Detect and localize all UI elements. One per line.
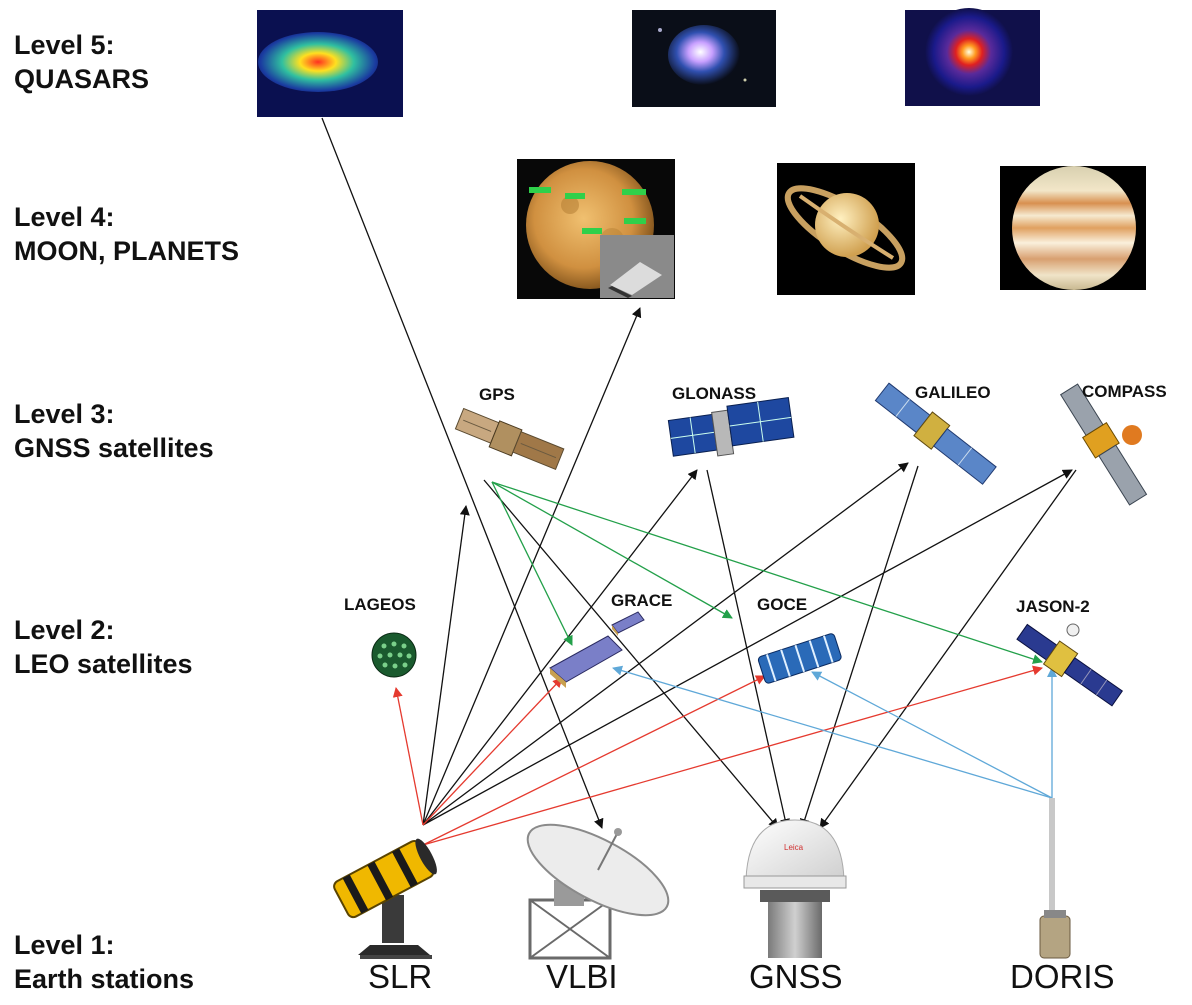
level-3-label: Level 3: GNSS satellites — [14, 399, 214, 463]
quasar-image-1 — [257, 10, 403, 117]
compass-label: COMPASS — [1082, 382, 1167, 401]
link-slr-goce — [422, 675, 766, 846]
station-label-vlbi: VLBI — [546, 958, 618, 995]
station-label-gnss: GNSS — [749, 958, 843, 995]
link-gps-jason2 — [491, 481, 1043, 664]
grace-satellites — [549, 611, 645, 688]
lageos-label: LAGEOS — [344, 595, 416, 614]
jupiter-image — [1000, 166, 1146, 290]
gnss-antenna: Leica — [743, 819, 847, 958]
link-slr-lageos — [392, 687, 424, 826]
leica-logo: Leica — [784, 843, 804, 852]
link-doris-grace — [612, 665, 1053, 799]
station-label-doris: DORIS — [1010, 958, 1115, 995]
vlbi-antenna — [526, 823, 670, 960]
lageos-satellite — [371, 632, 417, 678]
link-compass-gnss — [819, 469, 1077, 829]
station-label-slr: SLR — [368, 958, 433, 995]
link-slr-compass — [422, 469, 1073, 826]
slr-telescope — [333, 838, 437, 959]
link-slr-galileo — [422, 462, 909, 826]
links-black — [321, 117, 1077, 829]
gps-label: GPS — [479, 385, 515, 404]
link-slr-moon — [422, 307, 642, 826]
jason-2-label: JASON-2 — [1016, 597, 1090, 616]
quasar-image-2 — [632, 10, 776, 107]
glonass-satellite — [667, 397, 795, 457]
glonass-label: GLONASS — [672, 384, 756, 403]
link-gps-gnss — [483, 479, 779, 829]
link-gps-grace — [491, 481, 573, 646]
links-red — [392, 665, 1043, 846]
compass-satellite — [1059, 383, 1148, 506]
level-5-label: Level 5: QUASARS — [14, 30, 150, 94]
saturn-image — [777, 163, 915, 295]
quasar-image-3 — [905, 8, 1040, 106]
link-slr-grace — [422, 677, 563, 826]
links-green — [491, 481, 1043, 664]
link-doris-goce — [811, 671, 1053, 799]
galileo-label: GALILEO — [915, 383, 991, 402]
link-gps-goce — [491, 481, 733, 619]
gps-satellite — [454, 407, 565, 471]
link-glonass-gnss — [706, 469, 790, 829]
link-quasar-vlbi — [321, 117, 604, 829]
doris-beacon — [1039, 798, 1071, 959]
link-slr-glonass — [422, 469, 698, 826]
goce-label: GOCE — [757, 595, 807, 614]
moon-image — [517, 159, 675, 299]
link-slr-gps — [422, 505, 470, 826]
link-galileo-gnss — [799, 465, 919, 829]
level-1-label: Level 1: Earth stations — [14, 930, 195, 994]
galileo-satellite — [874, 382, 997, 485]
link-slr-jason2 — [422, 665, 1043, 846]
grace-label: GRACE — [611, 591, 672, 610]
goce-satellite — [757, 633, 842, 684]
level-4-label: Level 4: MOON, PLANETS — [14, 202, 240, 266]
links-blue — [612, 665, 1057, 799]
jason-2-satellite — [1016, 623, 1124, 707]
level-2-label: Level 2: LEO satellites — [14, 615, 193, 679]
